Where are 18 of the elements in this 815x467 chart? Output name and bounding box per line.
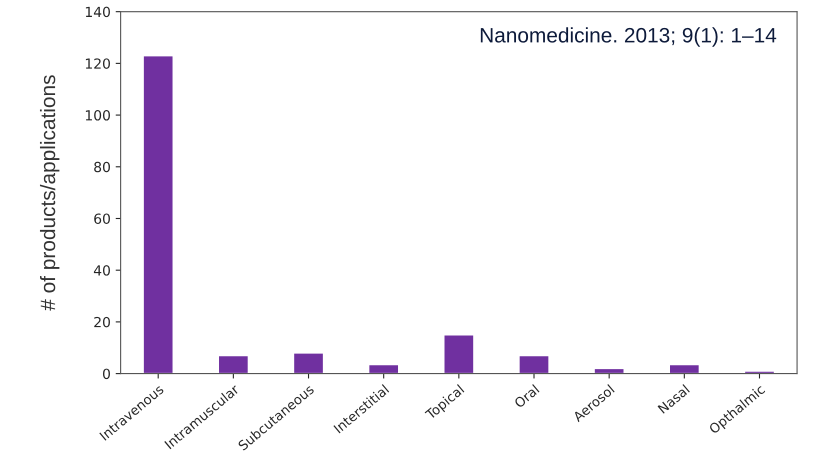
y-tick-label: 0: [102, 368, 110, 380]
y-tick-label: 80: [94, 162, 110, 172]
bar: [142, 54, 174, 374]
y-tick-label: 20: [94, 316, 110, 328]
y-tick-label: 100: [86, 110, 110, 121]
bar: [518, 354, 550, 374]
y-tick-label: 120: [86, 58, 110, 69]
bar: [218, 354, 250, 374]
y-tick-label: 140: [86, 6, 110, 18]
annotation: Nanomedicine. 2013; 9(1): 1–14: [480, 27, 776, 47]
bar: [292, 352, 324, 374]
bar: [443, 334, 475, 374]
bar: [668, 364, 700, 374]
bar: [368, 364, 400, 374]
y-axis-title: # of products/applications: [40, 75, 60, 311]
bar: [593, 368, 625, 374]
y-tick-label: 40: [94, 265, 110, 276]
y-tick-label: 60: [94, 213, 110, 224]
